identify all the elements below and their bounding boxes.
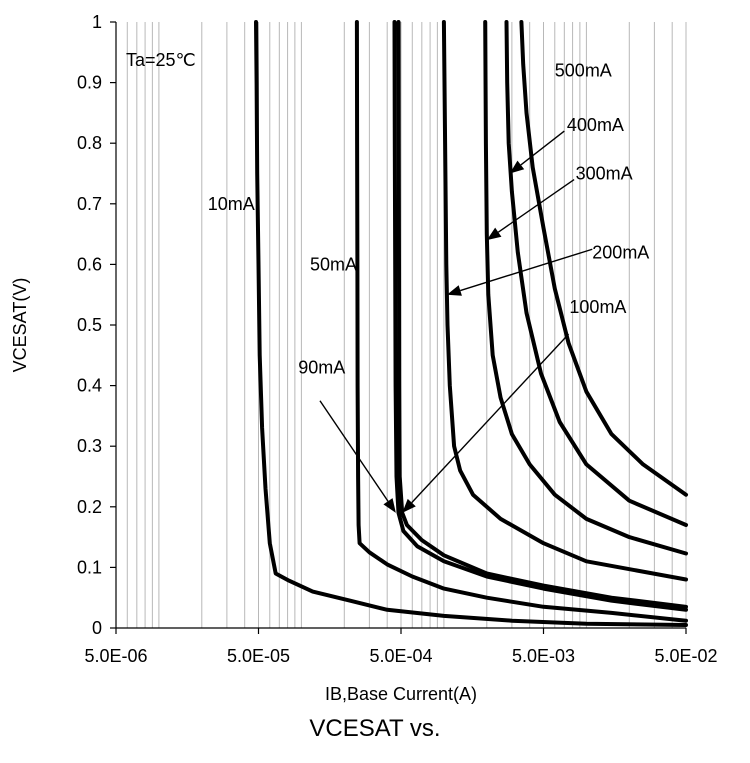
series-label-90ma: 90mA xyxy=(298,357,345,377)
x-tick-label: 5.0E-02 xyxy=(654,646,717,666)
y-tick-label: 0.6 xyxy=(77,254,102,274)
series-label-400ma: 400mA xyxy=(567,115,624,135)
series-label-10ma: 10mA xyxy=(208,194,255,214)
x-axis-title: IB,Base Current(A) xyxy=(325,684,477,704)
series-line-400ma xyxy=(504,20,688,527)
series-label-100ma: 100mA xyxy=(569,297,626,317)
y-tick-label: 0.5 xyxy=(77,315,102,335)
axes xyxy=(110,21,687,634)
y-tick-label: 0.1 xyxy=(77,557,102,577)
condition-label: Ta=25℃ xyxy=(126,50,196,70)
series-line-90ma xyxy=(392,20,688,612)
annotation-arrow xyxy=(446,248,593,296)
x-tick-label: 5.0E-04 xyxy=(369,646,432,666)
y-tick-label: 0.7 xyxy=(77,194,102,214)
series-line-300ma xyxy=(483,20,688,556)
x-tick-label: 5.0E-03 xyxy=(512,646,575,666)
annotation-arrow xyxy=(319,400,396,513)
annotation-arrow xyxy=(509,130,565,174)
series-line-50ma xyxy=(354,20,688,623)
tick-labels: 0 0.1 0.2 0.3 0.4 0.5 0.6 0.7 0.8 0.9 1 5.0E-06 5.0E… xyxy=(77,12,718,666)
series-line-500ma xyxy=(519,20,688,497)
y-tick-label: 0.3 xyxy=(77,436,102,456)
y-axis-title: VCESAT(V) xyxy=(10,278,30,373)
y-tick-label: 0 xyxy=(92,618,102,638)
y-tick-label: 0.8 xyxy=(77,133,102,153)
series-line-10ma xyxy=(254,20,688,627)
x-tick-label: 5.0E-06 xyxy=(84,646,147,666)
x-tick-label: 5.0E-05 xyxy=(227,646,290,666)
series-group xyxy=(254,20,688,627)
series-line-200ma xyxy=(441,20,688,582)
series-line-100ma xyxy=(396,20,688,609)
series-label-200ma: 200mA xyxy=(592,242,649,262)
series-label-300ma: 300mA xyxy=(576,164,633,184)
y-tick-label: 0.2 xyxy=(77,497,102,517)
annotation-arrows xyxy=(319,130,593,513)
y-tick-label: 0.9 xyxy=(77,73,102,93)
annotation-arrow xyxy=(486,178,575,241)
annotation-arrow xyxy=(402,333,570,513)
chart-caption: VCESAT vs. xyxy=(309,715,441,742)
series-label-50ma: 50mA xyxy=(310,254,357,274)
series-labels: 10mA 50mA 90mA 100mA 200mA 300mA 400mA 500mA xyxy=(208,60,650,377)
y-tick-label: 1 xyxy=(92,12,102,32)
y-tick-label: 0.4 xyxy=(77,376,102,396)
series-label-500ma: 500mA xyxy=(555,60,612,80)
